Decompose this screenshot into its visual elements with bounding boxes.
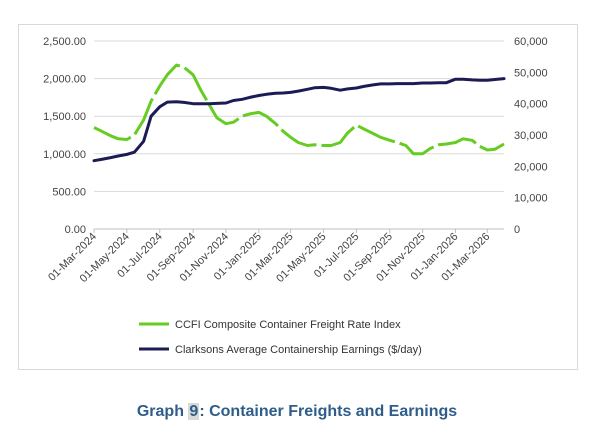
y-left-tick-label: 2,000.00 bbox=[43, 74, 86, 86]
series-layer bbox=[92, 63, 506, 163]
series-line-1 bbox=[93, 63, 505, 156]
chart-frame: 0.00 500.00 1,000.00 1,500.00 2,000.00 2,500.… bbox=[18, 24, 578, 370]
legend-label: CCFI Composite Container Freight Rate In… bbox=[175, 319, 401, 331]
y-left-tick-label: 500.00 bbox=[52, 186, 86, 198]
y-left-tick-label: 0.00 bbox=[65, 224, 86, 236]
legend: CCFI Composite Container Freight Rate In… bbox=[139, 319, 422, 356]
caption-prefix: Graph bbox=[136, 403, 189, 420]
grid-layer bbox=[94, 40, 504, 230]
caption-suffix: : Container Freights and Earnings bbox=[199, 403, 458, 420]
y-left-tick-label: 1,000.00 bbox=[43, 149, 86, 161]
series-line-2 bbox=[92, 77, 506, 163]
y-left-tick-label: 2,500.00 bbox=[43, 36, 86, 48]
y-left-tick-label: 1,500.00 bbox=[43, 111, 86, 123]
y-right-tick-label: 40,000 bbox=[514, 99, 548, 111]
y-right-tick-label: 20,000 bbox=[514, 161, 548, 173]
chart-caption: Graph 9: Container Freights and Earnings bbox=[0, 403, 594, 421]
caption-number: 9 bbox=[188, 403, 200, 420]
y-right-tick-label: 0 bbox=[514, 224, 520, 236]
y-right-tick-label: 30,000 bbox=[514, 130, 548, 142]
legend-label: Clarksons Average Containership Earnings… bbox=[175, 344, 422, 356]
y-right-tick-label: 10,000 bbox=[514, 193, 548, 205]
axis-layer: 0.00 500.00 1,000.00 1,500.00 2,000.00 2,500.… bbox=[43, 36, 547, 285]
y-right-tick-label: 50,000 bbox=[514, 67, 548, 79]
y-right-tick-label: 60,000 bbox=[514, 36, 548, 48]
chart-svg: 0.00 500.00 1,000.00 1,500.00 2,000.00 2,500.… bbox=[43, 36, 547, 356]
